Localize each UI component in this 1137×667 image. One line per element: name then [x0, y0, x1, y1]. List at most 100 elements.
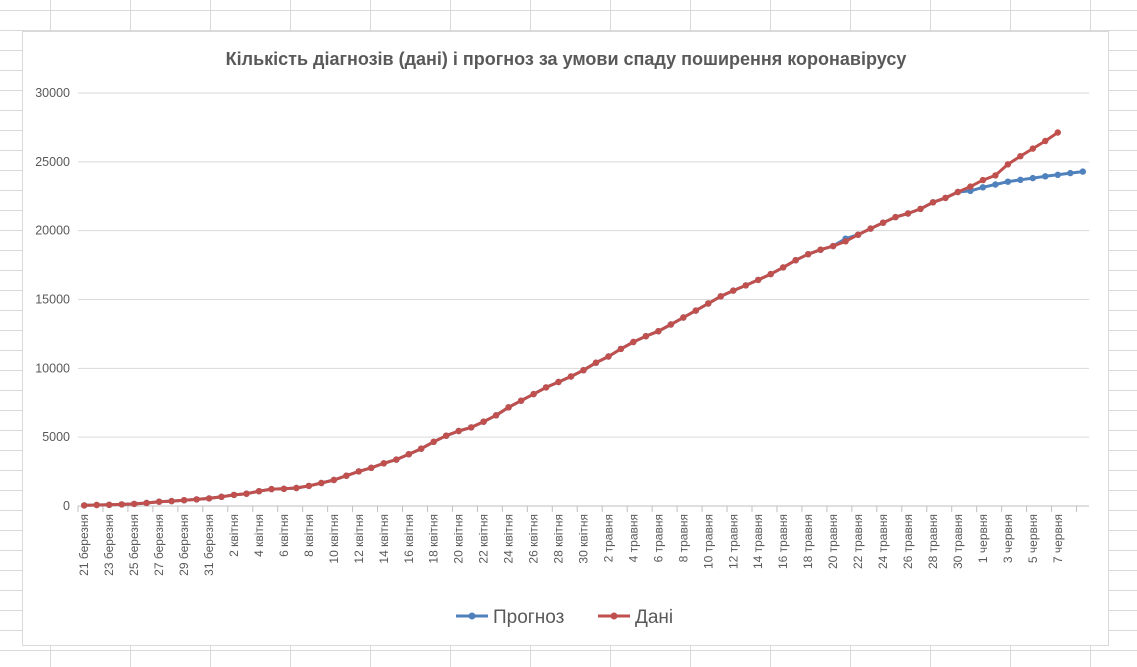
- data-point: [1042, 137, 1049, 145]
- x-tick-label: 21 березня: [77, 514, 91, 576]
- y-tick-label: 5000: [42, 430, 70, 444]
- data-point: [143, 499, 150, 507]
- x-tick-label: 2 травня: [601, 514, 615, 562]
- data-point: [1067, 169, 1074, 177]
- y-tick-label: 25000: [35, 155, 70, 169]
- x-tick-label: 24 травня: [876, 514, 890, 569]
- y-tick-label: 20000: [35, 224, 70, 238]
- data-point: [542, 384, 550, 391]
- data-point: [293, 484, 300, 492]
- data-point: [617, 345, 625, 353]
- data-point: [817, 246, 824, 253]
- x-tick-label: 18 квітня: [427, 514, 441, 564]
- x-tick-label: 16 травня: [776, 514, 790, 569]
- data-point: [730, 287, 737, 294]
- x-tick-label: 12 квітня: [352, 514, 366, 564]
- data-point: [1029, 174, 1037, 182]
- data-point: [680, 314, 687, 321]
- legend-item: Дані: [598, 607, 673, 628]
- x-tick-label: 8 квітня: [302, 514, 316, 557]
- data-point: [1029, 145, 1037, 152]
- data-point: [430, 438, 437, 445]
- data-point: [230, 491, 238, 499]
- data-point: [505, 404, 512, 411]
- legend: Прогноз Дані: [456, 607, 673, 628]
- x-tick-label: 6 травня: [651, 514, 665, 562]
- data-point: [193, 496, 200, 503]
- data-point: [767, 270, 774, 278]
- x-tick-label: 26 травня: [901, 514, 915, 569]
- x-tick-label: 14 травня: [751, 514, 765, 569]
- x-tick-label: 30 травня: [951, 514, 965, 569]
- x-tick-label: 30 квітня: [577, 514, 591, 564]
- data-point: [580, 367, 587, 374]
- data-point: [705, 300, 712, 307]
- series-layer: [81, 129, 1087, 509]
- x-tick-label: 28 квітня: [552, 514, 566, 564]
- data-point: [455, 427, 462, 435]
- data-point: [1004, 178, 1012, 185]
- data-point: [805, 251, 812, 258]
- x-tick-label: 8 травня: [676, 514, 690, 562]
- data-point: [330, 476, 338, 484]
- y-tick-label: 30000: [35, 86, 70, 100]
- series-line: [84, 170, 1083, 507]
- data-point: [642, 333, 650, 340]
- x-tick-label: 5 червня: [1026, 514, 1040, 563]
- data-point: [1054, 171, 1062, 178]
- data-point: [168, 497, 175, 505]
- data-point: [492, 412, 500, 419]
- series-forecast: [81, 168, 1087, 509]
- x-tick-label: 3 червня: [1001, 514, 1015, 563]
- chart-title: Кількість діагнозів (дані) і прогноз за …: [226, 49, 907, 69]
- data-point: [1017, 153, 1024, 160]
- gridlines: [78, 92, 1089, 438]
- data-point: [343, 472, 350, 479]
- x-axis-ticks: 21 березня 23 березня 25 березня 27 березня…: [77, 514, 1065, 576]
- data-point: [1054, 129, 1062, 136]
- data-point: [106, 501, 113, 508]
- data-point: [368, 464, 375, 471]
- data-point: [967, 183, 974, 190]
- data-point: [992, 181, 999, 188]
- data-point: [555, 378, 562, 386]
- series-line: [84, 131, 1059, 507]
- data-point: [180, 497, 188, 504]
- y-tick-label: 10000: [35, 361, 70, 375]
- data-point: [979, 184, 987, 191]
- data-point: [1017, 176, 1024, 183]
- data-point: [717, 293, 724, 300]
- x-tick-label: 20 травня: [826, 514, 840, 569]
- data-point: [81, 502, 88, 509]
- data-point: [592, 359, 600, 366]
- x-tick-label: 28 травня: [926, 514, 940, 569]
- data-point: [155, 498, 163, 505]
- data-point: [280, 485, 288, 492]
- data-point: [755, 276, 762, 284]
- chart-area: [22, 31, 1109, 646]
- data-point: [1004, 161, 1012, 168]
- legend-label: Прогноз: [493, 607, 564, 628]
- x-tick-label: 12 травня: [726, 514, 740, 569]
- legend-marker: [610, 612, 618, 620]
- data-point: [667, 321, 675, 328]
- data-point: [393, 456, 400, 463]
- data-point: [243, 490, 250, 497]
- data-point: [355, 468, 362, 475]
- data-point: [218, 493, 225, 500]
- legend-marker: [468, 612, 476, 620]
- x-tick-label: 4 травня: [626, 514, 640, 562]
- data-point: [380, 460, 387, 467]
- x-tick-label: 23 березня: [102, 514, 116, 576]
- data-point: [567, 373, 575, 380]
- data-point: [268, 485, 275, 493]
- data-point: [917, 205, 924, 213]
- y-tick-label: 0: [63, 499, 70, 513]
- y-axis-ticks: 0 5000 10000 15000 20000 25000 30000: [35, 86, 70, 513]
- x-tick-label: 27 березня: [152, 514, 166, 576]
- x-tick-label: 10 квітня: [327, 514, 341, 564]
- x-tick-label: 6 квітня: [277, 514, 291, 557]
- data-point: [605, 353, 612, 360]
- data-point: [480, 418, 487, 425]
